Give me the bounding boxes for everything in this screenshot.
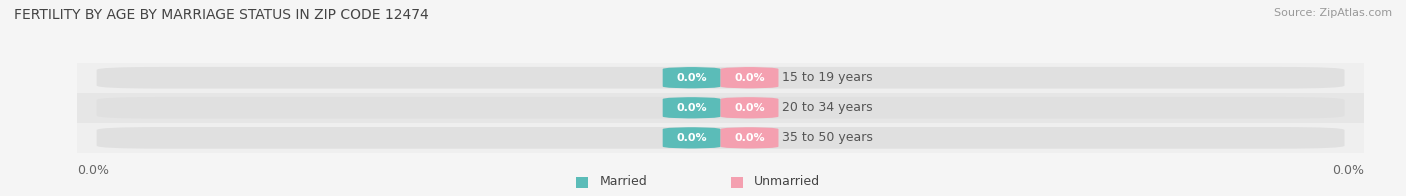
FancyBboxPatch shape <box>662 127 721 149</box>
Bar <box>77 63 1364 93</box>
FancyBboxPatch shape <box>662 67 721 89</box>
Text: Unmarried: Unmarried <box>754 175 820 188</box>
Text: Married: Married <box>599 175 647 188</box>
Text: 0.0%: 0.0% <box>1331 164 1364 177</box>
Text: 35 to 50 years: 35 to 50 years <box>782 131 873 144</box>
FancyBboxPatch shape <box>97 97 1344 119</box>
Text: 15 to 19 years: 15 to 19 years <box>782 71 872 84</box>
FancyBboxPatch shape <box>97 127 1344 149</box>
Text: 0.0%: 0.0% <box>734 73 765 83</box>
FancyBboxPatch shape <box>721 97 779 119</box>
FancyBboxPatch shape <box>721 127 779 149</box>
Bar <box>77 123 1364 153</box>
Text: 0.0%: 0.0% <box>77 164 110 177</box>
FancyBboxPatch shape <box>662 97 721 119</box>
Text: FERTILITY BY AGE BY MARRIAGE STATUS IN ZIP CODE 12474: FERTILITY BY AGE BY MARRIAGE STATUS IN Z… <box>14 8 429 22</box>
FancyBboxPatch shape <box>97 67 1344 89</box>
Text: 0.0%: 0.0% <box>734 133 765 143</box>
FancyBboxPatch shape <box>721 67 779 89</box>
Text: 20 to 34 years: 20 to 34 years <box>782 101 872 114</box>
Text: 0.0%: 0.0% <box>676 133 707 143</box>
Text: Source: ZipAtlas.com: Source: ZipAtlas.com <box>1274 8 1392 18</box>
Text: 0.0%: 0.0% <box>676 73 707 83</box>
Bar <box>77 93 1364 123</box>
Text: 0.0%: 0.0% <box>676 103 707 113</box>
Text: 0.0%: 0.0% <box>734 103 765 113</box>
